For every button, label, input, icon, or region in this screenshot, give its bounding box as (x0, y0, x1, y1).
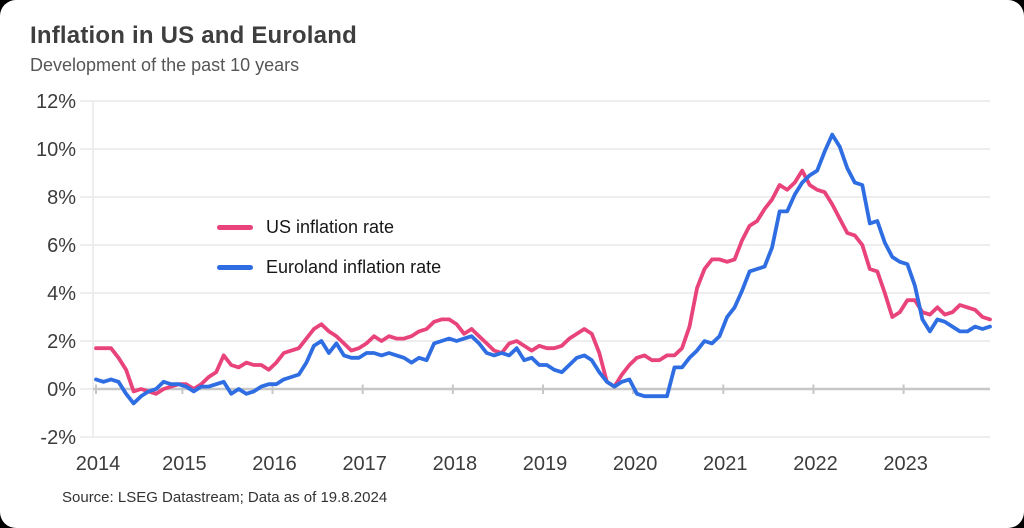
x-axis-label: 2021 (703, 453, 748, 475)
x-axis-label: 2020 (613, 453, 658, 475)
x-axis-label: 2023 (883, 453, 928, 475)
x-axis-label: 2018 (433, 453, 478, 475)
x-axis-label: 2017 (342, 453, 387, 475)
y-axis-label: -2% (40, 427, 76, 449)
series-line-euroland (94, 132, 992, 406)
chart-legend: US inflation rate Euroland inflation rat… (217, 217, 441, 297)
legend-item-us: US inflation rate (217, 217, 441, 237)
chart-subtitle: Development of the past 10 years (30, 55, 300, 75)
us-line-swatch-icon (217, 224, 253, 230)
y-axis-label: 4% (47, 283, 76, 305)
x-axis-label: 2016 (252, 453, 297, 475)
legend-label-us: US inflation rate (266, 216, 395, 237)
x-axis-label: 2015 (162, 453, 207, 475)
y-axis-label: 6% (47, 235, 76, 257)
x-axis-label: 2019 (523, 453, 568, 475)
chart-title: Inflation in US and Euroland (30, 22, 357, 49)
legend-label-euroland: Euroland inflation rate (266, 256, 442, 277)
series-line-us (94, 168, 992, 396)
x-axis-label: 2014 (76, 453, 121, 475)
y-axis-label: 0% (47, 379, 76, 401)
y-axis-label: 10% (36, 139, 76, 161)
x-axis-label: 2022 (793, 453, 838, 475)
y-axis-label: 2% (47, 331, 76, 353)
legend-item-euroland: Euroland inflation rate (217, 257, 441, 277)
y-axis-label: 12% (36, 91, 76, 113)
euroland-line-swatch-icon (217, 264, 253, 270)
source-note: Source: LSEG Datastream; Data as of 19.8… (62, 489, 388, 506)
y-axis-label: 8% (47, 187, 76, 209)
